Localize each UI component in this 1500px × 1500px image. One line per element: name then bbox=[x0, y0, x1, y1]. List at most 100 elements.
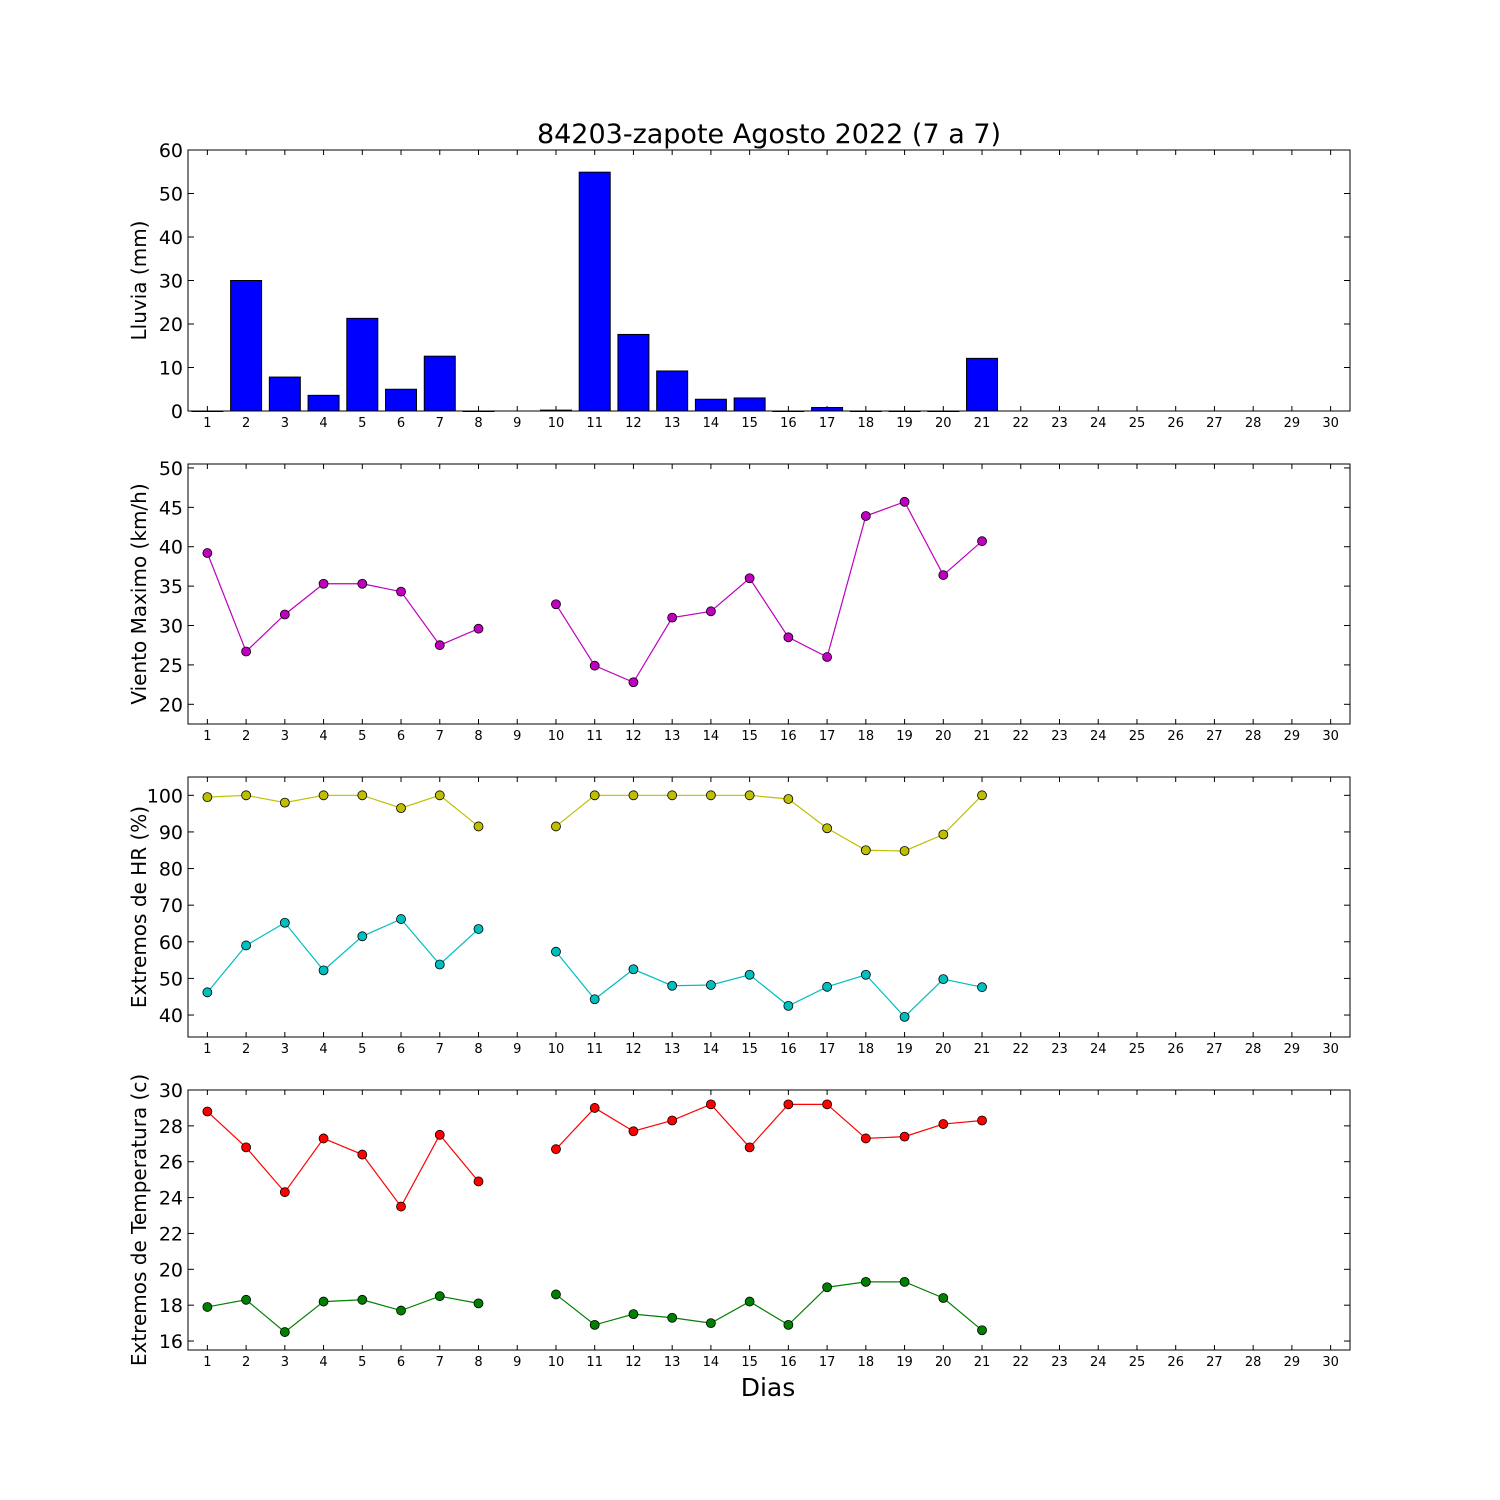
humidity-series-1-point bbox=[318, 965, 329, 976]
humidity-series-0-line bbox=[555, 794, 983, 852]
rain-bar bbox=[772, 410, 805, 412]
temperature-xtick-label: 23 bbox=[1051, 1355, 1068, 1370]
temperature-series-1-point bbox=[977, 1325, 987, 1336]
humidity-xtick-label: 18 bbox=[858, 1042, 875, 1057]
temperature-series-0-point bbox=[744, 1142, 755, 1153]
temperature-series-0-point bbox=[279, 1187, 290, 1198]
humidity-series-1-point bbox=[202, 987, 213, 998]
temperature-xtick-label: 15 bbox=[741, 1355, 758, 1370]
wind-xtick-label: 12 bbox=[625, 729, 642, 744]
wind-ytick-label: 30 bbox=[159, 616, 183, 638]
temperature-series-1-point bbox=[938, 1293, 949, 1303]
humidity-series-0-point bbox=[938, 829, 949, 840]
wind-series-0-point bbox=[667, 612, 678, 623]
humidity-series-0-point bbox=[279, 797, 290, 808]
temperature-series-0-point bbox=[473, 1176, 484, 1187]
humidity-xtick-label: 27 bbox=[1206, 1042, 1223, 1057]
temperature-series-0-point bbox=[357, 1149, 368, 1160]
wind-frame bbox=[187, 463, 1351, 725]
wind-panel: 1 2 3 4 5 6 7 8 9 10 11 12 13 14 15 16 17 18 19 20 21 22 23 24 2… bbox=[127, 458, 1351, 744]
wind-series-0-point bbox=[860, 511, 871, 521]
humidity-series-0-line bbox=[207, 794, 479, 827]
humidity-series-0-point bbox=[899, 846, 910, 856]
wind-xtick-label: 22 bbox=[1012, 729, 1029, 744]
rain-bar bbox=[927, 410, 960, 412]
humidity-xtick-label: 20 bbox=[935, 1042, 952, 1057]
rain-ytick-label: 20 bbox=[159, 314, 183, 336]
humidity-series-0-point bbox=[628, 790, 639, 801]
rain-xtick-label: 12 bbox=[625, 416, 642, 431]
rain-ytick-label: 0 bbox=[171, 401, 183, 423]
humidity-xtick-label: 3 bbox=[281, 1042, 289, 1057]
rain-bar bbox=[966, 357, 999, 412]
temperature-series-1-point bbox=[202, 1302, 213, 1312]
humidity-series-1-point bbox=[628, 964, 639, 975]
temperature-series-1-point bbox=[783, 1319, 794, 1330]
rain-xtick-label: 29 bbox=[1284, 416, 1301, 431]
temperature-series-1-point bbox=[241, 1294, 252, 1305]
rain-ytick-label: 60 bbox=[159, 140, 183, 162]
wind-series-0-line bbox=[555, 501, 983, 683]
wind-series-0-point bbox=[628, 677, 639, 688]
humidity-series-0-point bbox=[551, 821, 561, 832]
humidity-series-1-point bbox=[589, 994, 600, 1005]
humidity-xtick-label: 12 bbox=[625, 1042, 642, 1057]
wind-series-0-point bbox=[899, 496, 910, 507]
rain-bar bbox=[694, 398, 727, 412]
rain-xtick-label: 2 bbox=[242, 416, 250, 431]
humidity-series-1-point bbox=[279, 917, 290, 928]
wind-xtick-label: 5 bbox=[358, 729, 366, 744]
wind-xtick-label: 7 bbox=[436, 729, 444, 744]
humidity-series-0-point bbox=[667, 790, 678, 801]
humidity-xtick-label: 21 bbox=[974, 1042, 991, 1057]
temperature-xtick-label: 10 bbox=[548, 1355, 565, 1370]
temperature-xtick-label: 16 bbox=[780, 1355, 797, 1370]
rain-bar bbox=[346, 317, 379, 412]
humidity-series-1-point bbox=[357, 931, 368, 942]
temperature-xtick-label: 7 bbox=[436, 1355, 444, 1370]
temperature-series-1-point bbox=[434, 1291, 445, 1302]
temperature-xtick-label: 26 bbox=[1167, 1355, 1184, 1370]
rain-bar bbox=[307, 394, 340, 412]
temperature-xtick-label: 29 bbox=[1284, 1355, 1301, 1370]
rain-xtick-label: 1 bbox=[203, 416, 211, 431]
temperature-series-0-point bbox=[822, 1099, 832, 1110]
humidity-xtick-label: 11 bbox=[586, 1042, 603, 1057]
humidity-xtick-label: 4 bbox=[319, 1042, 327, 1057]
humidity-series-1-point bbox=[551, 946, 561, 957]
temperature-series-1-point bbox=[551, 1289, 561, 1300]
rain-xtick-label: 24 bbox=[1090, 416, 1107, 431]
humidity-series-0-point bbox=[357, 790, 368, 801]
temperature-series-0-line bbox=[206, 1111, 479, 1208]
temperature-ytick-label: 26 bbox=[159, 1152, 183, 1174]
wind-series-0-point bbox=[357, 578, 368, 589]
humidity-xtick-label: 22 bbox=[1012, 1042, 1029, 1057]
temperature-xtick-label: 8 bbox=[474, 1355, 482, 1370]
humidity-xtick-label: 30 bbox=[1322, 1042, 1339, 1057]
temperature-xtick-label: 20 bbox=[935, 1355, 952, 1370]
wind-xtick-label: 18 bbox=[858, 729, 875, 744]
temperature-xtick-label: 12 bbox=[625, 1355, 642, 1370]
humidity-series-0-point bbox=[473, 821, 484, 832]
rain-ytick-label: 50 bbox=[159, 184, 183, 206]
wind-ytick-label: 25 bbox=[159, 655, 183, 677]
temperature-xtick-label: 14 bbox=[703, 1355, 720, 1370]
wind-xtick-label: 3 bbox=[281, 729, 289, 744]
humidity-series-0-point bbox=[783, 794, 794, 804]
rain-bar bbox=[385, 388, 418, 412]
rain-ytick-label: 40 bbox=[159, 227, 183, 249]
temperature-xtick-label: 3 bbox=[281, 1355, 289, 1370]
rain-xtick-label: 13 bbox=[664, 416, 681, 431]
humidity-xtick-label: 6 bbox=[397, 1042, 405, 1057]
wind-series-0-point bbox=[241, 646, 252, 657]
wind-xtick-label: 26 bbox=[1167, 729, 1184, 744]
rain-xtick-label: 15 bbox=[741, 416, 758, 431]
wind-y-axis-label: Viento Maximo (km/h) bbox=[127, 483, 151, 704]
wind-xtick-label: 14 bbox=[703, 729, 720, 744]
wind-series-0-point bbox=[202, 548, 213, 558]
humidity-xtick-label: 23 bbox=[1051, 1042, 1068, 1057]
humidity-series-1-point bbox=[473, 924, 484, 934]
rain-bar bbox=[811, 407, 844, 412]
temperature-series-0-point bbox=[396, 1201, 406, 1212]
